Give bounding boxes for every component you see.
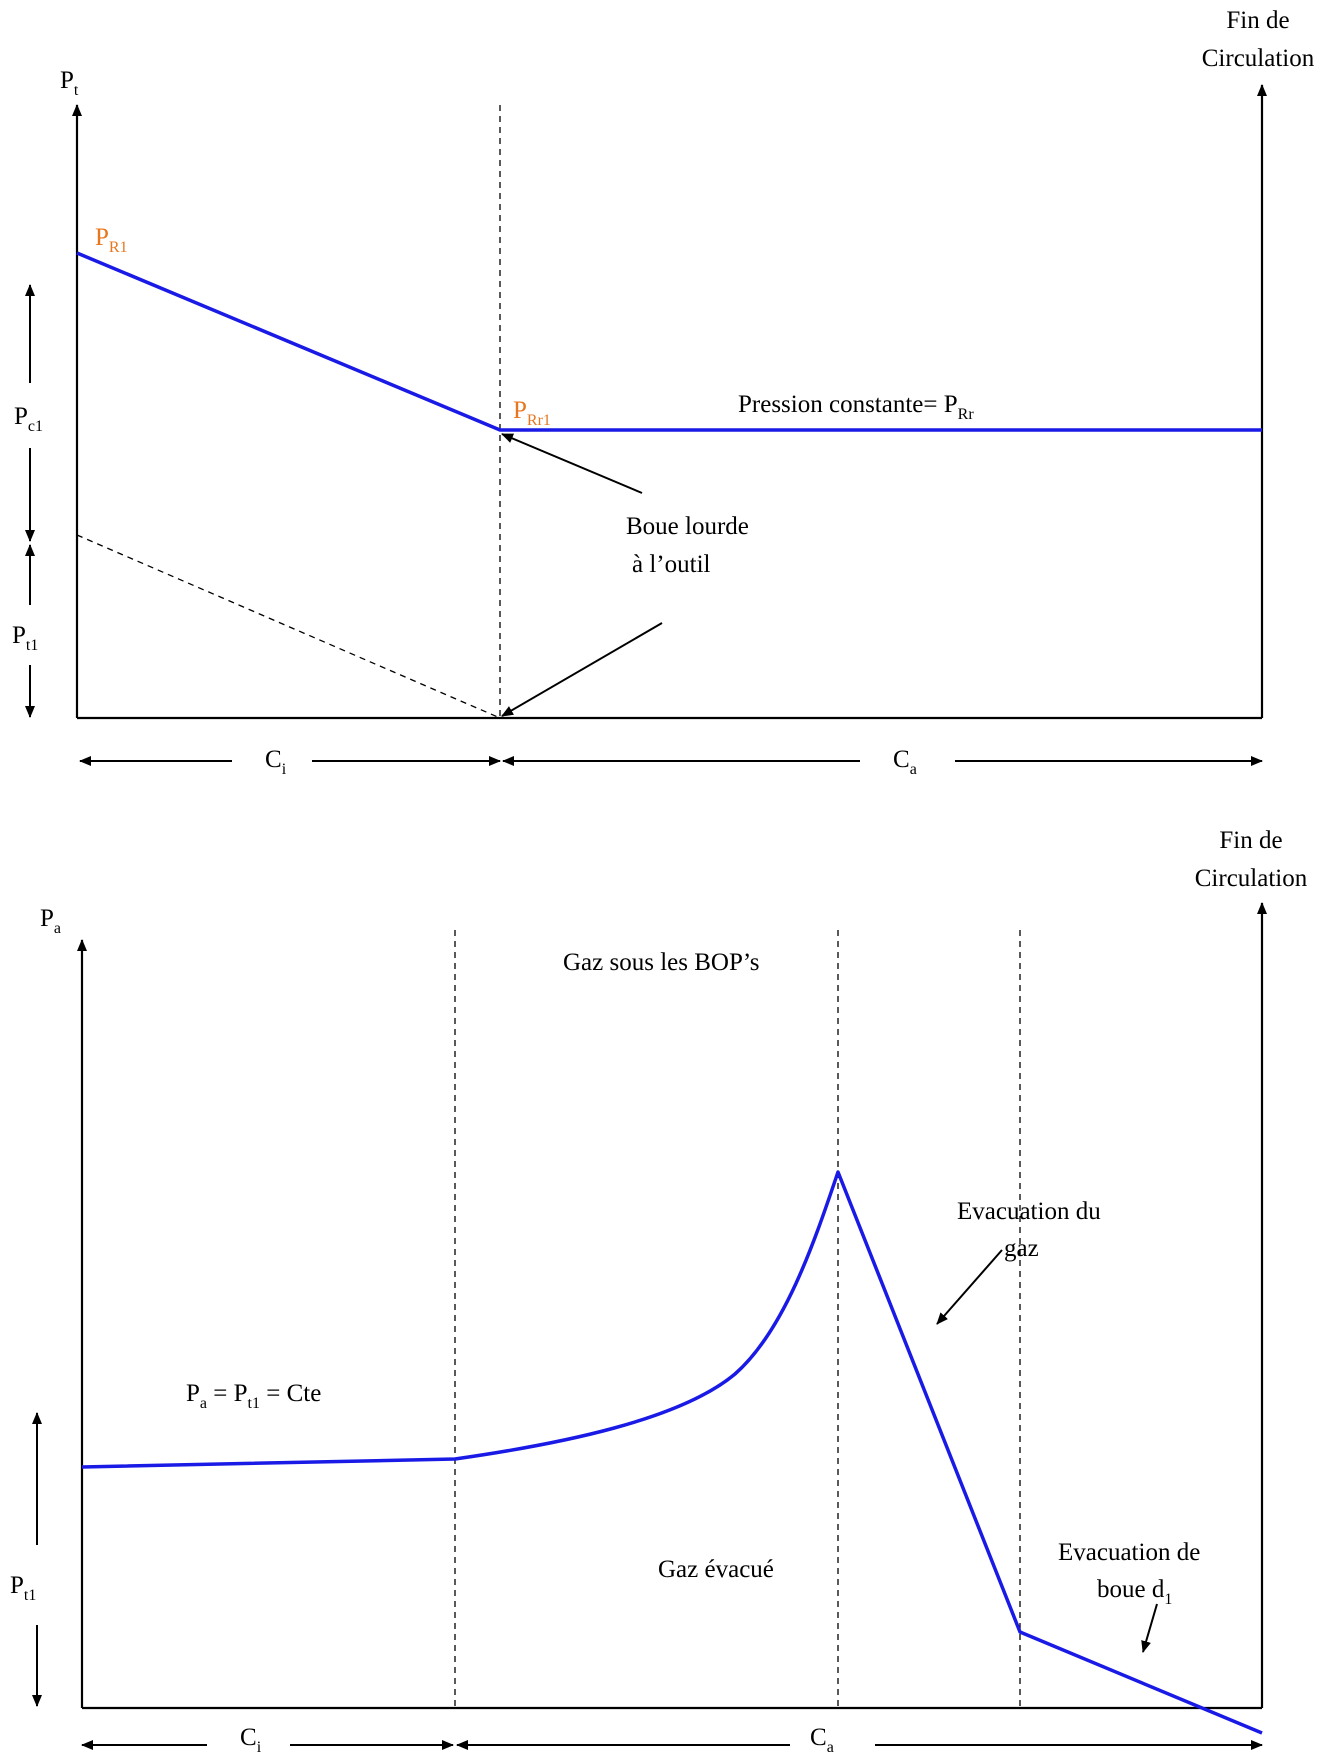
bottom-fin-label-2: Circulation (1195, 865, 1308, 892)
ca-label-bottom: Ca (810, 1724, 834, 1756)
ca-label-top: Ca (893, 746, 917, 778)
evacuation-boue-label-2: boue d1 (1097, 1576, 1172, 1608)
prr1-label: PRr1 (513, 397, 551, 429)
boue-label-2: à l’outil (632, 551, 711, 578)
evacuation-gaz-label-1: Evacuation du (957, 1198, 1101, 1225)
top-fin-label-1: Fin de (1226, 7, 1289, 34)
bottom-y-axis-label: Pa (40, 905, 61, 937)
top-fin-label-2: Circulation (1202, 45, 1315, 72)
boue-arrow-2 (501, 622, 663, 717)
pt1-label-top: Pt1 (12, 622, 38, 654)
ci-label-top: Ci (265, 746, 287, 778)
evacuation-gaz-label-2: gaz (1004, 1235, 1039, 1262)
pr1-label: PR1 (95, 224, 128, 256)
boue-arrow-1 (501, 433, 643, 494)
pt1-label-bottom: Pt1 (10, 1572, 36, 1604)
pc1-label: Pc1 (14, 403, 43, 435)
bottom-fin-label-1: Fin de (1219, 827, 1282, 854)
evacuation-gaz-arrow (936, 1249, 1003, 1325)
evacuation-boue-arrow (1141, 1603, 1158, 1653)
pa-equation-label: Pa = Pt1 = Cte (186, 1380, 321, 1412)
top-diagonal-dashed (76, 534, 501, 719)
pression-constante-label: Pression constante= PRr (738, 391, 974, 423)
bottom-diagram: Pa Fin de Circulation Gaz sous les BOP’s… (10, 827, 1308, 1756)
ci-label-bottom: Ci (240, 1724, 262, 1756)
bottom-pressure-curve (81, 1170, 1263, 1735)
evacuation-boue-label-1: Evacuation de (1058, 1539, 1200, 1566)
top-diagram: Pt Fin de Circulation PR1 PRr1 Pression … (12, 7, 1315, 778)
gaz-evacue-label: Gaz évacué (658, 1556, 774, 1583)
top-pressure-curve (76, 251, 1262, 432)
top-y-axis-label: Pt (60, 67, 79, 99)
boue-label-1: Boue lourde (626, 513, 749, 540)
gaz-sous-bop-label: Gaz sous les BOP’s (563, 949, 760, 976)
